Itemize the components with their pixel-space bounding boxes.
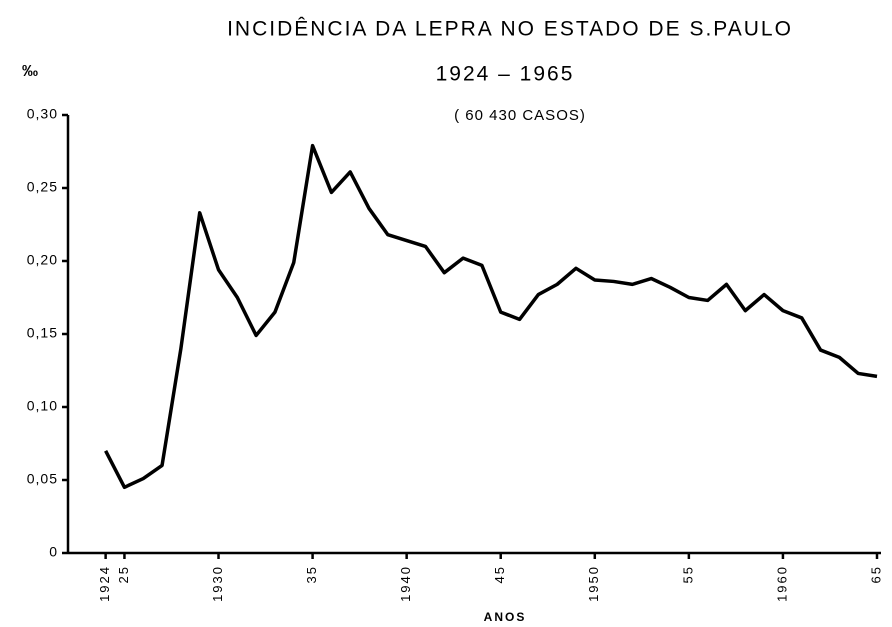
x-tick-label: 1960 bbox=[774, 565, 789, 602]
y-tick-label: 0 bbox=[49, 544, 58, 560]
x-tick-label: 35 bbox=[304, 565, 319, 583]
x-tick-label: 1924 bbox=[97, 565, 112, 602]
y-tick-label: 0,05 bbox=[27, 471, 58, 487]
y-tick-label: 0,30 bbox=[27, 106, 58, 122]
y-tick-label: 0,20 bbox=[27, 252, 58, 268]
x-tick-label: 1930 bbox=[210, 565, 225, 602]
x-tick-label: 25 bbox=[116, 565, 131, 583]
y-axis-label: ‰ bbox=[22, 63, 39, 80]
chart-title: INCIDÊNCIA DA LEPRA NO ESTADO DE S.PAULO bbox=[227, 18, 793, 41]
data-line bbox=[104, 143, 878, 490]
y-tick-label: 0,15 bbox=[27, 325, 58, 341]
y-tick-label: 0,10 bbox=[27, 398, 58, 414]
x-tick-label: 65 bbox=[868, 565, 883, 583]
x-tick-label: 1940 bbox=[398, 565, 413, 602]
x-tick-label: 1950 bbox=[586, 565, 601, 602]
x-axis-label: ANOS bbox=[484, 610, 527, 624]
annotation: ( 60 430 CASOS) bbox=[454, 107, 586, 124]
chart-subtitle: 1924 – 1965 bbox=[436, 63, 575, 86]
y-tick-label: 0,25 bbox=[27, 179, 58, 195]
x-tick-label: 55 bbox=[680, 565, 695, 583]
x-tick-label: 45 bbox=[492, 565, 507, 583]
